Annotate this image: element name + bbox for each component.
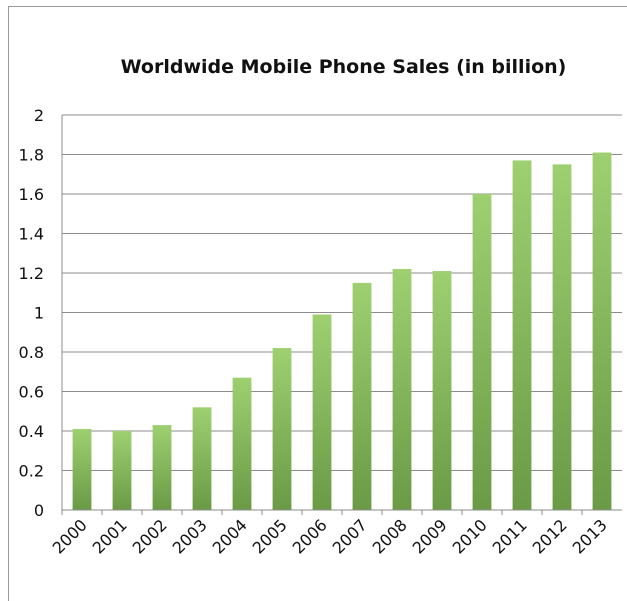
x-tick-label: 2012 (529, 515, 571, 557)
y-tick-label: 0.8 (19, 343, 44, 362)
x-tick-label: 2011 (489, 515, 531, 557)
y-tick-label: 0.4 (19, 422, 44, 441)
bar-2003 (192, 407, 212, 510)
bar-2009 (432, 271, 452, 510)
bars (72, 152, 612, 511)
x-tick-label: 2006 (289, 515, 331, 557)
y-tick-label: 0.2 (19, 462, 44, 481)
x-tick-label: 2002 (129, 515, 171, 557)
x-tick-label: 2009 (409, 515, 451, 557)
bar-2007 (352, 282, 372, 510)
bar-2010 (472, 194, 492, 510)
y-tick-label: 1.2 (19, 264, 44, 283)
x-tick-label: 2000 (49, 515, 91, 557)
chart-frame (8, 6, 627, 601)
bar-2011 (512, 160, 532, 511)
x-tick-label: 2001 (89, 515, 131, 557)
x-axis-tick-labels: 2000200120022003200420052006200720082009… (49, 510, 611, 558)
bar-2008 (392, 269, 412, 510)
bar-2013 (592, 152, 612, 510)
bar-2005 (272, 348, 292, 510)
bar-2000 (72, 429, 92, 510)
x-tick-label: 2008 (369, 515, 411, 557)
x-tick-label: 2004 (209, 515, 251, 557)
x-tick-label: 2007 (329, 515, 371, 557)
bar-2006 (312, 314, 332, 510)
y-tick-label: 0 (34, 501, 44, 520)
y-tick-label: 1.4 (19, 225, 44, 244)
y-tick-label: 0.6 (19, 383, 44, 402)
bar-2001 (112, 431, 132, 510)
gridlines (62, 114, 622, 471)
x-tick-label: 2013 (569, 515, 611, 557)
x-tick-label: 2003 (169, 515, 211, 557)
y-tick-label: 2 (34, 106, 44, 125)
y-tick-label: 1 (34, 304, 44, 323)
x-tick-label: 2010 (449, 515, 491, 557)
y-tick-label: 1.6 (19, 185, 44, 204)
x-tick-label: 2005 (249, 515, 291, 557)
bar-2012 (552, 164, 572, 510)
bar-2002 (152, 425, 172, 510)
chart-title: Worldwide Mobile Phone Sales (in billion… (120, 56, 567, 78)
bar-2004 (232, 377, 252, 510)
y-tick-label: 1.8 (19, 146, 44, 165)
y-axis-tick-labels: 0 0.2 0.4 0.6 0.8 1 1.2 1.4 1.6 1.8 2 (19, 106, 44, 520)
